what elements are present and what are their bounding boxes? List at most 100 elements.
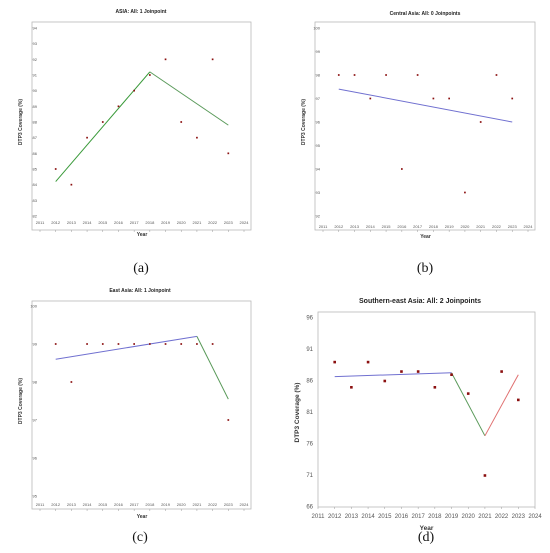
data-point	[433, 386, 437, 389]
y-tick-label: 100	[30, 304, 37, 309]
x-axis-label: Year	[420, 234, 431, 240]
x-axis-label: Year	[137, 514, 148, 520]
y-tick-label: 89	[33, 104, 38, 109]
x-tick-label: 2015	[98, 502, 108, 507]
y-tick-label: 98	[316, 73, 321, 78]
data-point	[70, 381, 73, 383]
chart-panel-a: ASIA: All: 1 Joinpoint 2011 2012 2013 2014 20…	[18, 9, 252, 276]
y-tick-label: 86	[306, 379, 313, 385]
y-tick-label: 91	[33, 73, 38, 78]
x-tick-label: 2021	[192, 502, 202, 507]
x-tick-label: 2017	[411, 514, 425, 520]
x-tick-label: 2024	[240, 220, 250, 225]
data-point	[180, 343, 183, 345]
x-tick-label: 2023	[224, 502, 234, 507]
x-tick-label: 2013	[350, 224, 360, 229]
data-point	[448, 97, 450, 100]
data-point	[149, 74, 151, 76]
x-tick-label: 2015	[98, 220, 108, 225]
x-tick-label: 2012	[334, 224, 344, 229]
x-tick-label: 2024	[528, 514, 542, 520]
chart-panel-b: Central Asia: All: 0 Joinpoints 2011 2012 2…	[301, 11, 536, 276]
data-point	[400, 370, 403, 373]
x-tick-label: 2014	[366, 224, 376, 229]
x-tick-label: 2022	[208, 220, 218, 225]
data-point	[54, 168, 57, 170]
data-point	[164, 58, 167, 61]
data-point	[211, 58, 214, 61]
chart-title: Central Asia: All: 0 Joinpoints	[390, 11, 461, 17]
x-tick-label: 2020	[460, 224, 470, 229]
data-point	[483, 474, 487, 477]
y-axis-label: DTP3 Coverage (%)	[294, 383, 301, 443]
data-point	[196, 343, 198, 345]
panel-label: (c)	[132, 530, 148, 545]
data-point	[54, 343, 57, 345]
data-point	[369, 97, 372, 100]
x-tick-label: 2013	[67, 220, 77, 225]
plot-frame	[31, 300, 252, 510]
data-point	[101, 121, 104, 123]
y-tick-label: 90	[33, 88, 38, 93]
x-tick-label: 2021	[476, 224, 486, 229]
panel-label: (b)	[417, 261, 434, 276]
data-point	[511, 97, 514, 100]
x-tick-label: 2012	[51, 220, 61, 225]
x-tick-label: 2011	[312, 514, 326, 520]
data-point	[385, 74, 387, 76]
data-point	[353, 74, 356, 76]
data-point	[227, 419, 230, 421]
x-tick-label: 2014	[83, 502, 93, 507]
x-tick-label: 2022	[495, 514, 509, 520]
y-tick-label: 96	[306, 316, 313, 322]
x-tick-label: 2022	[492, 224, 502, 229]
joinpoint-trend-segment	[484, 374, 519, 437]
y-tick-label: 93	[316, 190, 321, 195]
data-point	[337, 74, 340, 76]
y-tick-label: 94	[316, 167, 321, 172]
data-point	[416, 74, 419, 76]
joinpoint-trend-segment	[451, 372, 486, 437]
y-tick-label: 95	[33, 494, 38, 499]
x-tick-label: 2023	[224, 220, 234, 225]
y-axis-label: DTP3 Coverage (%)	[18, 99, 24, 145]
x-tick-label: 2014	[83, 220, 93, 225]
data-point	[117, 105, 120, 108]
data-point	[383, 379, 387, 383]
x-tick-label: 2023	[508, 224, 518, 229]
x-tick-label: 2020	[462, 514, 476, 520]
y-tick-label: 87	[33, 135, 38, 140]
y-tick-label: 86	[33, 151, 38, 156]
y-axis-label: DTP3 Coverage (%)	[301, 99, 307, 145]
x-tick-label: 2017	[130, 220, 140, 225]
data-point	[133, 89, 135, 92]
x-tick-label: 2017	[413, 224, 423, 229]
plot-frame	[314, 21, 536, 231]
y-tick-label: 83	[33, 198, 38, 203]
chart-title: East Asia: All: 1 Joinpoint	[109, 288, 171, 294]
x-tick-label: 2012	[328, 514, 342, 520]
y-tick-label: 94	[33, 26, 38, 31]
y-tick-label: 93	[33, 41, 38, 46]
data-point	[333, 360, 336, 364]
data-point	[70, 183, 73, 186]
x-tick-label: 2011	[36, 502, 45, 507]
y-tick-label: 76	[306, 442, 313, 448]
x-tick-label: 2016	[397, 224, 407, 229]
x-tick-label: 2011	[319, 224, 328, 229]
chart-panel-c: East Asia: All: 1 Joinpoint 2011 2012 2013 2…	[18, 288, 252, 545]
x-tick-label: 2024	[240, 502, 250, 507]
data-point	[432, 97, 435, 100]
x-tick-label: 2019	[445, 514, 459, 520]
x-tick-label: 2013	[67, 502, 77, 507]
x-tick-label: 2015	[382, 224, 392, 229]
data-point	[401, 168, 403, 170]
data-point	[133, 343, 135, 345]
y-tick-label: 96	[33, 456, 38, 461]
y-tick-label: 84	[33, 182, 38, 187]
y-tick-label: 66	[306, 505, 313, 511]
data-point	[196, 136, 198, 139]
panel-label: (a)	[133, 261, 149, 276]
joinpoint-trend-segment	[196, 336, 229, 400]
y-tick-label: 96	[316, 120, 321, 125]
